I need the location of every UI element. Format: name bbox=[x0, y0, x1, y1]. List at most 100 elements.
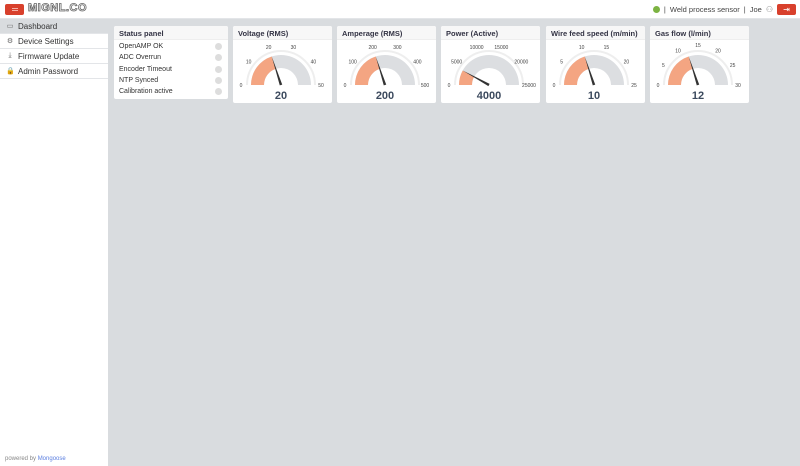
sidebar-item-label: Admin Password bbox=[18, 66, 79, 76]
tick-label: 10 bbox=[675, 48, 681, 54]
gauge-title: Wire feed speed (m/min) bbox=[546, 26, 645, 40]
gauge-card: Gas flow (l/min) 0 5 10 15 20 25 30 12 bbox=[650, 26, 749, 103]
gauge-fill bbox=[459, 70, 475, 85]
gauge-ring bbox=[663, 50, 733, 86]
gauge-value: 4000 bbox=[477, 90, 501, 102]
hamburger-icon bbox=[12, 8, 18, 11]
gauge-ring bbox=[246, 50, 316, 86]
tick-label: 5000 bbox=[451, 59, 462, 65]
gauge-value: 12 bbox=[692, 90, 704, 102]
tick-label: 500 bbox=[421, 83, 430, 89]
sidebar-item-admin-password[interactable]: 🔒 Admin Password bbox=[0, 64, 108, 79]
gauge-ring bbox=[454, 50, 524, 86]
tick-label: 10000 bbox=[470, 45, 484, 51]
status-label: Calibration active bbox=[119, 88, 173, 96]
tick-label: 0 bbox=[553, 83, 556, 89]
gauge-needle bbox=[271, 56, 283, 86]
gauge-card: Power (Active) 0 5000 10000 15000 20000 25000 4… bbox=[441, 26, 540, 103]
mongoose-link[interactable]: Mongoose bbox=[37, 456, 66, 462]
tick-label: 25000 bbox=[522, 83, 536, 89]
logout-button[interactable]: ⇥ bbox=[777, 4, 796, 15]
user-icon[interactable]: ⚇ bbox=[765, 5, 773, 14]
tick-label: 5 bbox=[662, 63, 665, 69]
gauge-fill bbox=[668, 56, 693, 85]
device-name: Weld process sensor bbox=[669, 5, 740, 14]
gauge-needle bbox=[375, 56, 387, 86]
status-label: ADC Overrun bbox=[119, 54, 162, 62]
status-label: OpenAMP OK bbox=[119, 43, 164, 51]
tick-label: 20000 bbox=[514, 59, 528, 65]
menu-button[interactable] bbox=[5, 4, 24, 15]
tick-label: 5 bbox=[560, 59, 563, 65]
tick-label: 200 bbox=[368, 45, 377, 51]
tick-label: 30 bbox=[735, 83, 741, 89]
monitor-icon: ▭ bbox=[6, 23, 14, 30]
status-dot bbox=[652, 6, 660, 13]
gauge-title: Gas flow (l/min) bbox=[650, 26, 749, 40]
gauge-value: 20 bbox=[275, 90, 287, 102]
sidebar-item-firmware-update[interactable]: ⤓ Firmware Update bbox=[0, 49, 108, 64]
sidebar-item-label: Firmware Update bbox=[18, 51, 80, 61]
tick-label: 10 bbox=[246, 59, 252, 65]
tick-label: 20 bbox=[266, 45, 272, 51]
status-led bbox=[215, 77, 222, 85]
gauge-needle bbox=[462, 70, 490, 87]
gauge: 0 5000 10000 15000 20000 25000 4000 bbox=[448, 45, 537, 102]
gauge-card: Amperage (RMS) 0 100 200 300 400 500 200 bbox=[337, 26, 436, 103]
gauge-ring bbox=[559, 50, 629, 86]
tick-label: 25 bbox=[631, 83, 637, 89]
tick-label: 20 bbox=[624, 59, 630, 65]
gauge-card: Wire feed speed (m/min) 0 5 10 15 20 25 10 bbox=[546, 26, 645, 103]
tick-label: 100 bbox=[348, 59, 357, 65]
gauge-fill bbox=[251, 56, 276, 85]
status-item: OpenAMP OK bbox=[114, 41, 228, 52]
tick-label: 25 bbox=[730, 63, 736, 69]
download-icon: ⤓ bbox=[8, 52, 12, 59]
tick-label: 300 bbox=[393, 45, 402, 51]
gauge-ring bbox=[350, 50, 420, 86]
status-item: NTP Synced bbox=[114, 75, 228, 86]
gauge-value: 200 bbox=[376, 90, 394, 102]
gauge: 0 5 10 15 20 25 30 12 bbox=[657, 43, 741, 102]
sidebar: ▭ Dashboard ⚙ Device Settings ⤓ Firmware Upda… bbox=[0, 19, 108, 466]
logout-icon: ⇥ bbox=[783, 5, 790, 14]
status-item: Encoder Timeout bbox=[114, 64, 228, 75]
tick-label: 0 bbox=[448, 83, 451, 89]
tick-label: 15 bbox=[604, 45, 610, 51]
gauge-value: 10 bbox=[588, 90, 600, 102]
gauge-title: Voltage (RMS) bbox=[233, 26, 332, 40]
tick-label: 15 bbox=[695, 43, 701, 49]
sidebar-item-dashboard[interactable]: ▭ Dashboard bbox=[0, 19, 108, 34]
powered-text: powered by bbox=[5, 456, 38, 462]
tick-label: 15000 bbox=[494, 45, 508, 51]
gauge-title: Power (Active) bbox=[441, 26, 540, 40]
status-item: ADC Overrun bbox=[114, 52, 228, 63]
gauge-needle bbox=[688, 56, 700, 86]
tick-label: 400 bbox=[413, 59, 422, 65]
status-panel-title: Status panel bbox=[114, 26, 228, 40]
gauge-fill bbox=[355, 56, 380, 85]
gauge-needle bbox=[584, 56, 596, 86]
header: MIGNL.CO | Weld process sensor | Joe ⚇ ⇥ bbox=[0, 0, 800, 19]
tick-label: 0 bbox=[344, 83, 347, 89]
status-led bbox=[215, 65, 222, 73]
gauge-track bbox=[459, 55, 519, 85]
gauge: 0 5 10 15 20 25 10 bbox=[553, 45, 637, 102]
gauge-fill bbox=[564, 56, 589, 85]
gear-icon: ⚙ bbox=[6, 38, 14, 45]
status-led bbox=[215, 88, 222, 96]
status-label: NTP Synced bbox=[119, 77, 159, 85]
status-led bbox=[215, 43, 222, 51]
tick-label: 30 bbox=[291, 45, 297, 51]
status-item: Calibration active bbox=[114, 86, 228, 97]
gauge-card: Voltage (RMS) 0 10 20 30 40 50 20 bbox=[233, 26, 332, 103]
gauge: 0 10 20 30 40 50 20 bbox=[240, 45, 324, 102]
status-label: Encoder Timeout bbox=[119, 65, 172, 73]
lock-icon: 🔒 bbox=[6, 68, 15, 75]
separator: | bbox=[743, 5, 746, 14]
status-panel: Status panel OpenAMP OK ADC Overrun Encode… bbox=[114, 26, 228, 99]
tick-label: 20 bbox=[715, 48, 721, 54]
gauge-title: Amperage (RMS) bbox=[337, 26, 436, 40]
separator: | bbox=[663, 5, 666, 14]
sidebar-item-device-settings[interactable]: ⚙ Device Settings bbox=[0, 34, 108, 49]
